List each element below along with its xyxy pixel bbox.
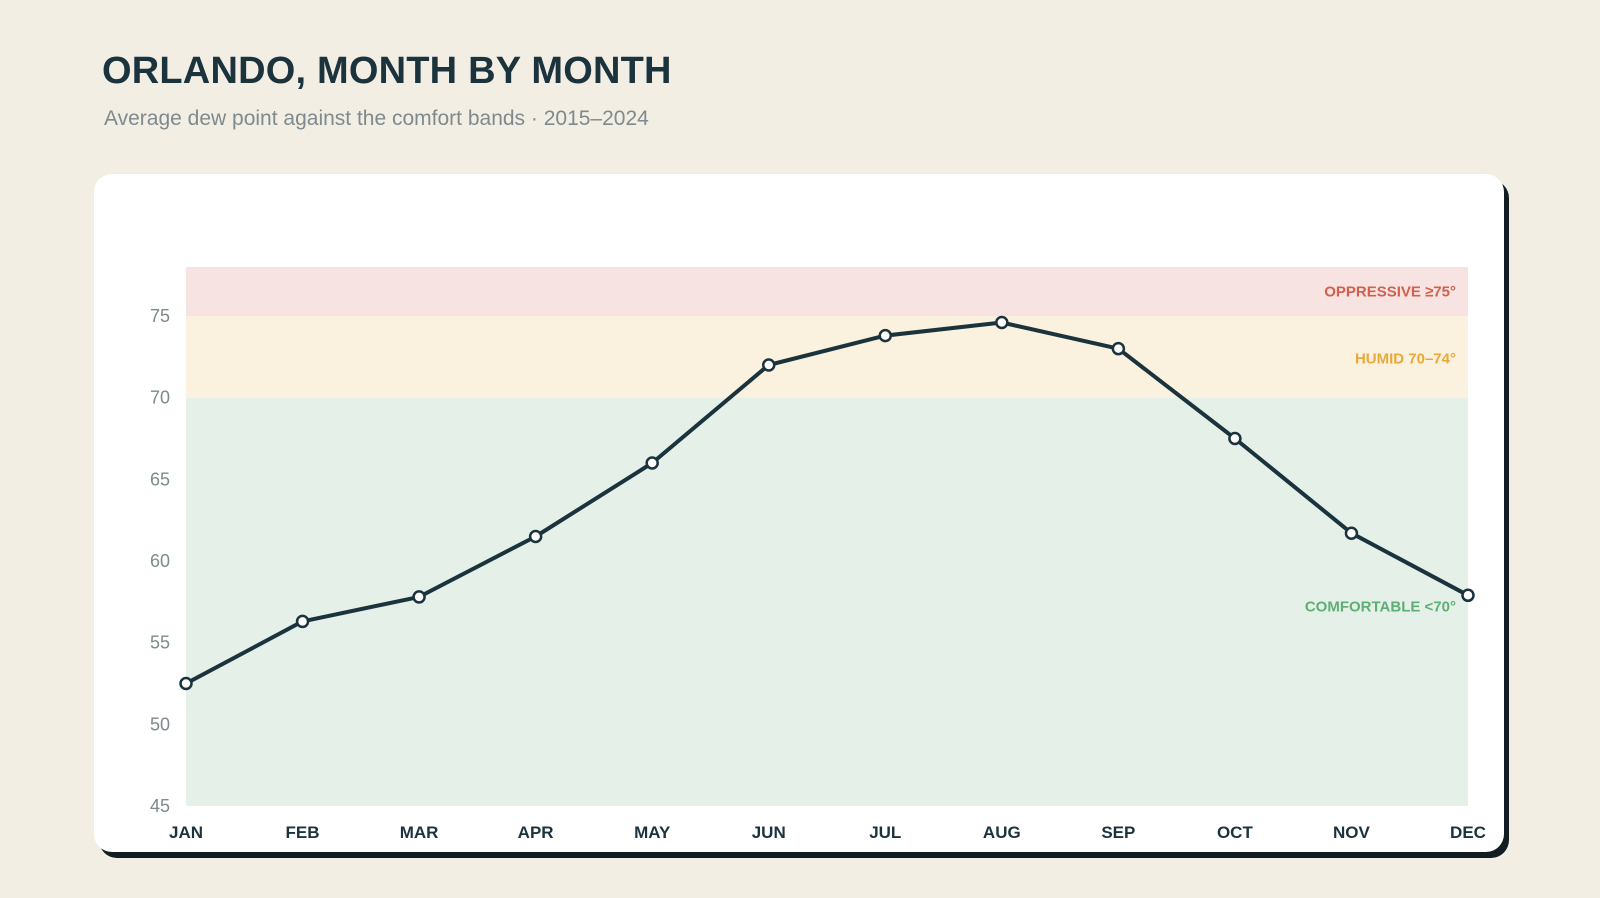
dew-point-markers	[179, 315, 1475, 691]
band-0	[186, 397, 1468, 806]
x-tick-label-feb: FEB	[286, 823, 320, 842]
data-point-dec[interactable]	[1461, 588, 1475, 603]
y-tick-label: 70	[150, 388, 170, 408]
band-label-1: HUMID 70–74°	[1355, 350, 1456, 367]
band-1	[186, 316, 1468, 398]
dew-point-series	[184, 320, 1470, 686]
y-axis-ticks: 45 50 55 60 65 70 75	[150, 306, 170, 816]
y-tick-label: 45	[150, 796, 170, 816]
x-tick-label-aug: AUG	[983, 823, 1021, 842]
data-point-jan[interactable]	[179, 676, 193, 691]
data-point-may[interactable]	[645, 456, 659, 470]
band-label-2: OPPRESSIVE ≥75°	[1324, 284, 1456, 301]
page-title: ORLANDO, MONTH BY MONTH	[102, 50, 672, 92]
x-tick-label-dec: DEC	[1450, 823, 1486, 842]
dew-point-chart: 45 50 55 60 65 70 75 JAN FEB MAR APR MAY JUN JUL AUG S…	[150, 267, 1486, 842]
x-tick-label-nov: NOV	[1333, 823, 1371, 842]
data-point-mar[interactable]	[412, 590, 426, 604]
series-line-0	[184, 320, 1470, 686]
x-tick-label-apr: APR	[518, 823, 554, 842]
y-tick-label: 60	[150, 551, 170, 571]
y-tick-label: 75	[150, 306, 170, 326]
y-tick-label: 65	[150, 469, 170, 489]
comfort-bands	[186, 267, 1468, 806]
y-tick-label: 50	[150, 714, 170, 734]
x-tick-label-may: MAY	[634, 823, 671, 842]
x-tick-label-jan: JAN	[169, 823, 203, 842]
x-tick-label-oct: OCT	[1217, 823, 1254, 842]
data-point-apr[interactable]	[528, 529, 543, 544]
data-point-jul[interactable]	[878, 328, 893, 343]
data-point-sep[interactable]	[1111, 341, 1126, 356]
x-tick-label-jun: JUN	[752, 823, 786, 842]
x-tick-label-sep: SEP	[1101, 823, 1135, 842]
x-axis-month-labels: JAN FEB MAR APR MAY JUN JUL AUG SEP OCT NOV DEC	[169, 823, 1486, 842]
x-tick-label-jul: JUL	[869, 823, 901, 842]
data-point-aug[interactable]	[995, 315, 1009, 330]
data-point-nov[interactable]	[1344, 526, 1359, 540]
y-tick-label: 55	[150, 633, 170, 653]
chart-card: 45 50 55 60 65 70 75 JAN FEB MAR APR MAY JUN JUL AUG S…	[94, 174, 1504, 852]
data-point-oct[interactable]	[1228, 431, 1242, 446]
x-tick-label-mar: MAR	[400, 823, 439, 842]
band-2	[186, 267, 1468, 316]
data-point-feb[interactable]	[295, 614, 310, 629]
data-point-jun[interactable]	[761, 358, 776, 372]
page-subtitle: Average dew point against the comfort ba…	[104, 107, 649, 130]
band-label-0: COMFORTABLE <70°	[1305, 599, 1456, 616]
band-labels: COMFORTABLE <70° HUMID 70–74° OPPRESSIVE ≥…	[1305, 284, 1456, 616]
